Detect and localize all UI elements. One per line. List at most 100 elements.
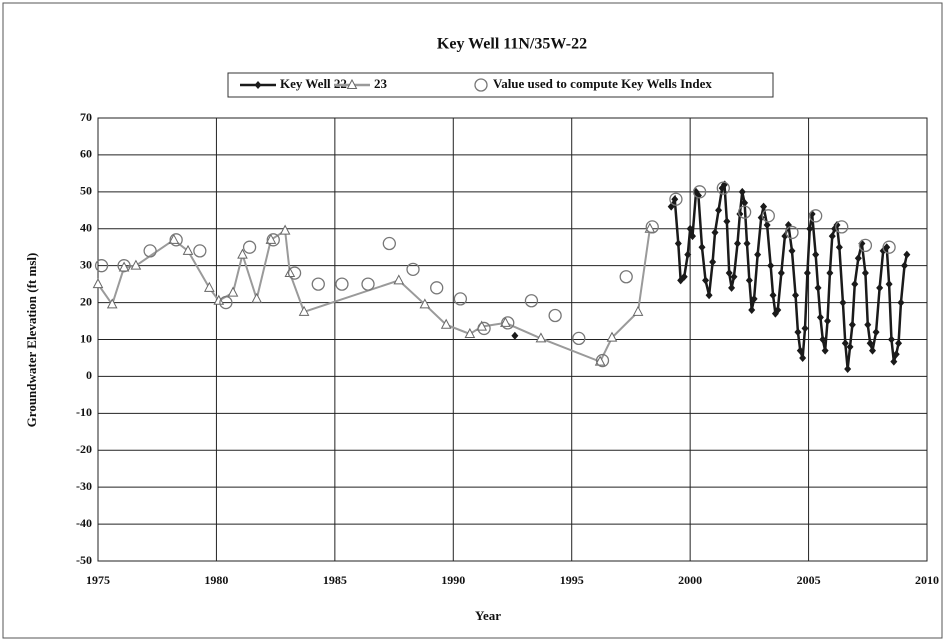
x-axis-label: Year: [475, 608, 501, 623]
data-point: [632, 305, 644, 316]
data-point: [872, 328, 880, 337]
data-point: [895, 339, 903, 348]
data-point: [835, 220, 849, 234]
data-point: [716, 181, 730, 195]
x-tick-label: 2010: [915, 573, 939, 587]
data-point: [848, 320, 856, 329]
data-point: [750, 294, 758, 303]
legend-box: [227, 72, 774, 98]
data-point: [130, 259, 142, 270]
data-point: [803, 269, 811, 278]
data-point: [824, 317, 832, 326]
y-tick-label: -10: [76, 405, 92, 419]
data-point: [812, 250, 820, 259]
y-tick-label: 60: [80, 147, 92, 161]
data-point: [477, 321, 491, 336]
data-point: [814, 283, 822, 292]
data-point: [698, 243, 706, 252]
data-point: [143, 244, 157, 258]
data-point: [819, 335, 827, 344]
x-tick-label: 1985: [323, 573, 347, 587]
data-point: [760, 202, 768, 211]
data-point: [892, 350, 900, 359]
data-point: [844, 365, 852, 374]
data-point: [689, 232, 697, 241]
x-tick-label: 2000: [678, 573, 702, 587]
data-point: [168, 233, 180, 244]
x-tick-label: 1990: [441, 573, 465, 587]
data-point: [885, 280, 893, 289]
y-tick-label: 30: [80, 257, 92, 271]
data-point: [464, 327, 476, 338]
data-point: [453, 292, 468, 306]
y-tick-label: 50: [80, 184, 92, 198]
data-point: [876, 283, 884, 292]
data-point: [674, 239, 682, 248]
data-point: [705, 291, 713, 300]
data-point: [869, 346, 877, 355]
data-point: [883, 243, 891, 252]
data-point: [219, 295, 233, 310]
data-point: [796, 346, 804, 355]
chart-title: Key Well 11N/35W-22: [437, 36, 587, 53]
data-point: [864, 320, 872, 329]
data-point: [785, 225, 799, 240]
y-tick-label: 40: [80, 221, 92, 235]
data-point: [594, 355, 606, 366]
data-point: [419, 298, 431, 309]
data-point: [106, 298, 118, 309]
data-point: [794, 328, 802, 337]
data-point: [684, 250, 692, 259]
data-point: [335, 277, 349, 291]
y-tick-label: -40: [76, 516, 92, 530]
data-point: [606, 331, 618, 342]
data-point: [821, 346, 829, 355]
data-point: [535, 332, 547, 343]
y-tick-label: 70: [80, 110, 92, 124]
data-point: [406, 262, 420, 277]
data-point: [393, 274, 405, 285]
data-point: [754, 250, 762, 259]
data-point: [835, 243, 843, 252]
data-point: [430, 281, 444, 295]
data-point: [897, 298, 905, 307]
data-point: [866, 339, 874, 348]
data-point: [548, 308, 562, 323]
data-point: [287, 266, 302, 280]
data-point: [680, 272, 688, 281]
legend-label: Key Well 22: [280, 76, 347, 91]
data-point: [792, 291, 800, 300]
data-point: [743, 239, 751, 248]
data-point: [524, 294, 539, 308]
data-point: [715, 206, 723, 215]
data-point: [476, 320, 488, 331]
data-point: [748, 305, 756, 314]
data-point: [595, 353, 610, 368]
data-point: [841, 339, 849, 348]
data-point: [730, 272, 738, 281]
legend-label: Value used to compute Key Wells Index: [493, 76, 712, 91]
data-point: [572, 331, 586, 346]
y-axis-label: Groundwater Elevation (ft msl): [24, 253, 39, 428]
data-point: [94, 259, 109, 273]
data-point: [777, 269, 785, 278]
x-tick-label: 2005: [797, 573, 821, 587]
data-point: [203, 281, 215, 292]
data-point: [311, 277, 325, 291]
data-point: [182, 244, 194, 255]
legend-marker: [474, 78, 488, 92]
data-point: [826, 269, 834, 278]
legend-marker: [254, 81, 262, 89]
data-point: [671, 195, 679, 204]
data-point: [227, 286, 239, 297]
data-point: [854, 254, 862, 263]
data-point: [741, 198, 749, 207]
data-point: [738, 187, 746, 196]
data-point: [774, 305, 782, 314]
y-tick-label: -50: [76, 553, 92, 567]
data-point: [828, 232, 836, 241]
y-tick-label: 0: [86, 368, 92, 382]
data-point: [788, 246, 796, 255]
data-point: [118, 261, 130, 272]
